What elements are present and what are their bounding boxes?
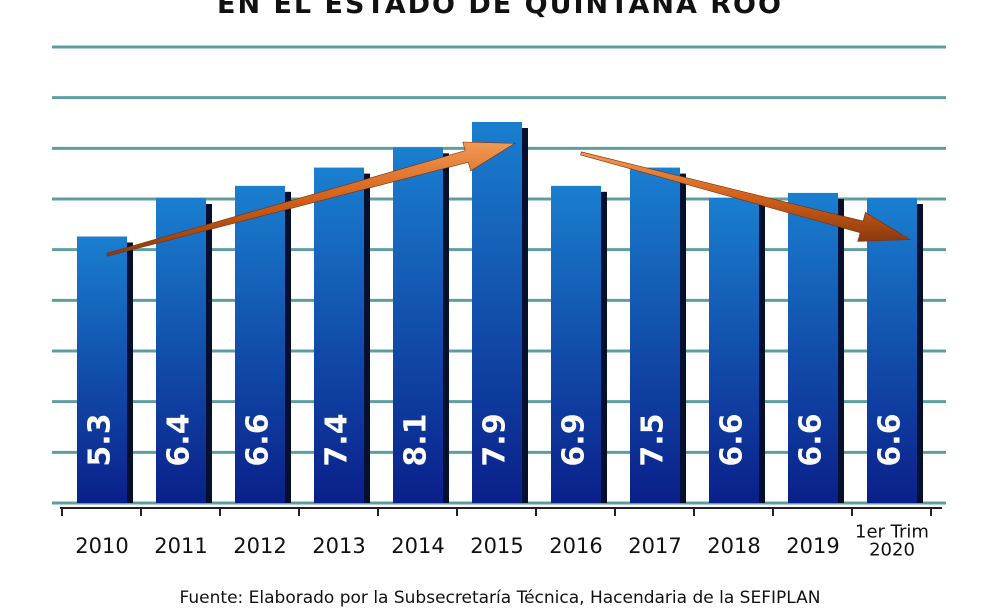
- x-tick-label: 1er Trim: [855, 522, 929, 543]
- bar: [77, 236, 127, 503]
- chart-title-line-2: EN EL ESTADO DE QUINTANA ROO: [217, 0, 783, 20]
- x-tick-label: 2013: [312, 534, 365, 558]
- bar: [393, 147, 443, 503]
- x-tick-label: 2014: [391, 534, 444, 558]
- x-tick-label: 2010: [75, 534, 128, 558]
- bar: [709, 197, 759, 503]
- x-tick-label: 2018: [707, 534, 760, 558]
- bar-value-label: 6.4: [162, 413, 197, 466]
- x-tick-label: 2016: [549, 534, 602, 558]
- x-tick-label: 2019: [786, 534, 839, 558]
- bar: [630, 167, 680, 503]
- bar: [472, 121, 522, 503]
- x-axis: 2010 2011 2012 2013 2014 2015 2016 2017 2018 2019…: [60, 507, 942, 561]
- x-tick-label: 2017: [628, 534, 681, 558]
- bars: 5.3 6.4 6.6 7.4 8.1 7.9 6.9 7.5 6.6 6.6 6.6: [77, 121, 923, 504]
- chart-title: EN EL ESTADO DE QUINTANA ROO: [0, 0, 1000, 22]
- bar: [788, 192, 838, 504]
- bar: [314, 167, 364, 503]
- bar-value-label: 6.6: [715, 413, 750, 466]
- bar-value-label: 6.6: [873, 413, 908, 466]
- trend-arrow: [106, 141, 517, 257]
- bar-value-label: 7.4: [320, 413, 355, 466]
- trend-arrow: [580, 151, 912, 242]
- bar: [156, 197, 206, 503]
- source-note: Fuente: Elaborado por la Subsecretaría T…: [179, 588, 821, 608]
- bar-value-label: 6.6: [241, 413, 276, 466]
- x-tick-label: 2020: [869, 540, 915, 561]
- bar-value-label: 6.6: [794, 413, 829, 466]
- bar-value-label: 8.1: [399, 413, 434, 466]
- trend-arrows: [106, 141, 912, 257]
- bar-value-label: 6.9: [557, 413, 592, 466]
- x-tick-label: 2012: [233, 534, 286, 558]
- bar: [867, 197, 917, 503]
- bar-value-label: 5.3: [83, 413, 118, 466]
- bar-value-label: 7.9: [478, 413, 513, 466]
- x-tick-label: 2011: [154, 534, 207, 558]
- bar: [235, 185, 285, 503]
- bar: [551, 185, 601, 503]
- x-tick-label: 2015: [470, 534, 523, 558]
- bar-value-label: 7.5: [636, 413, 671, 466]
